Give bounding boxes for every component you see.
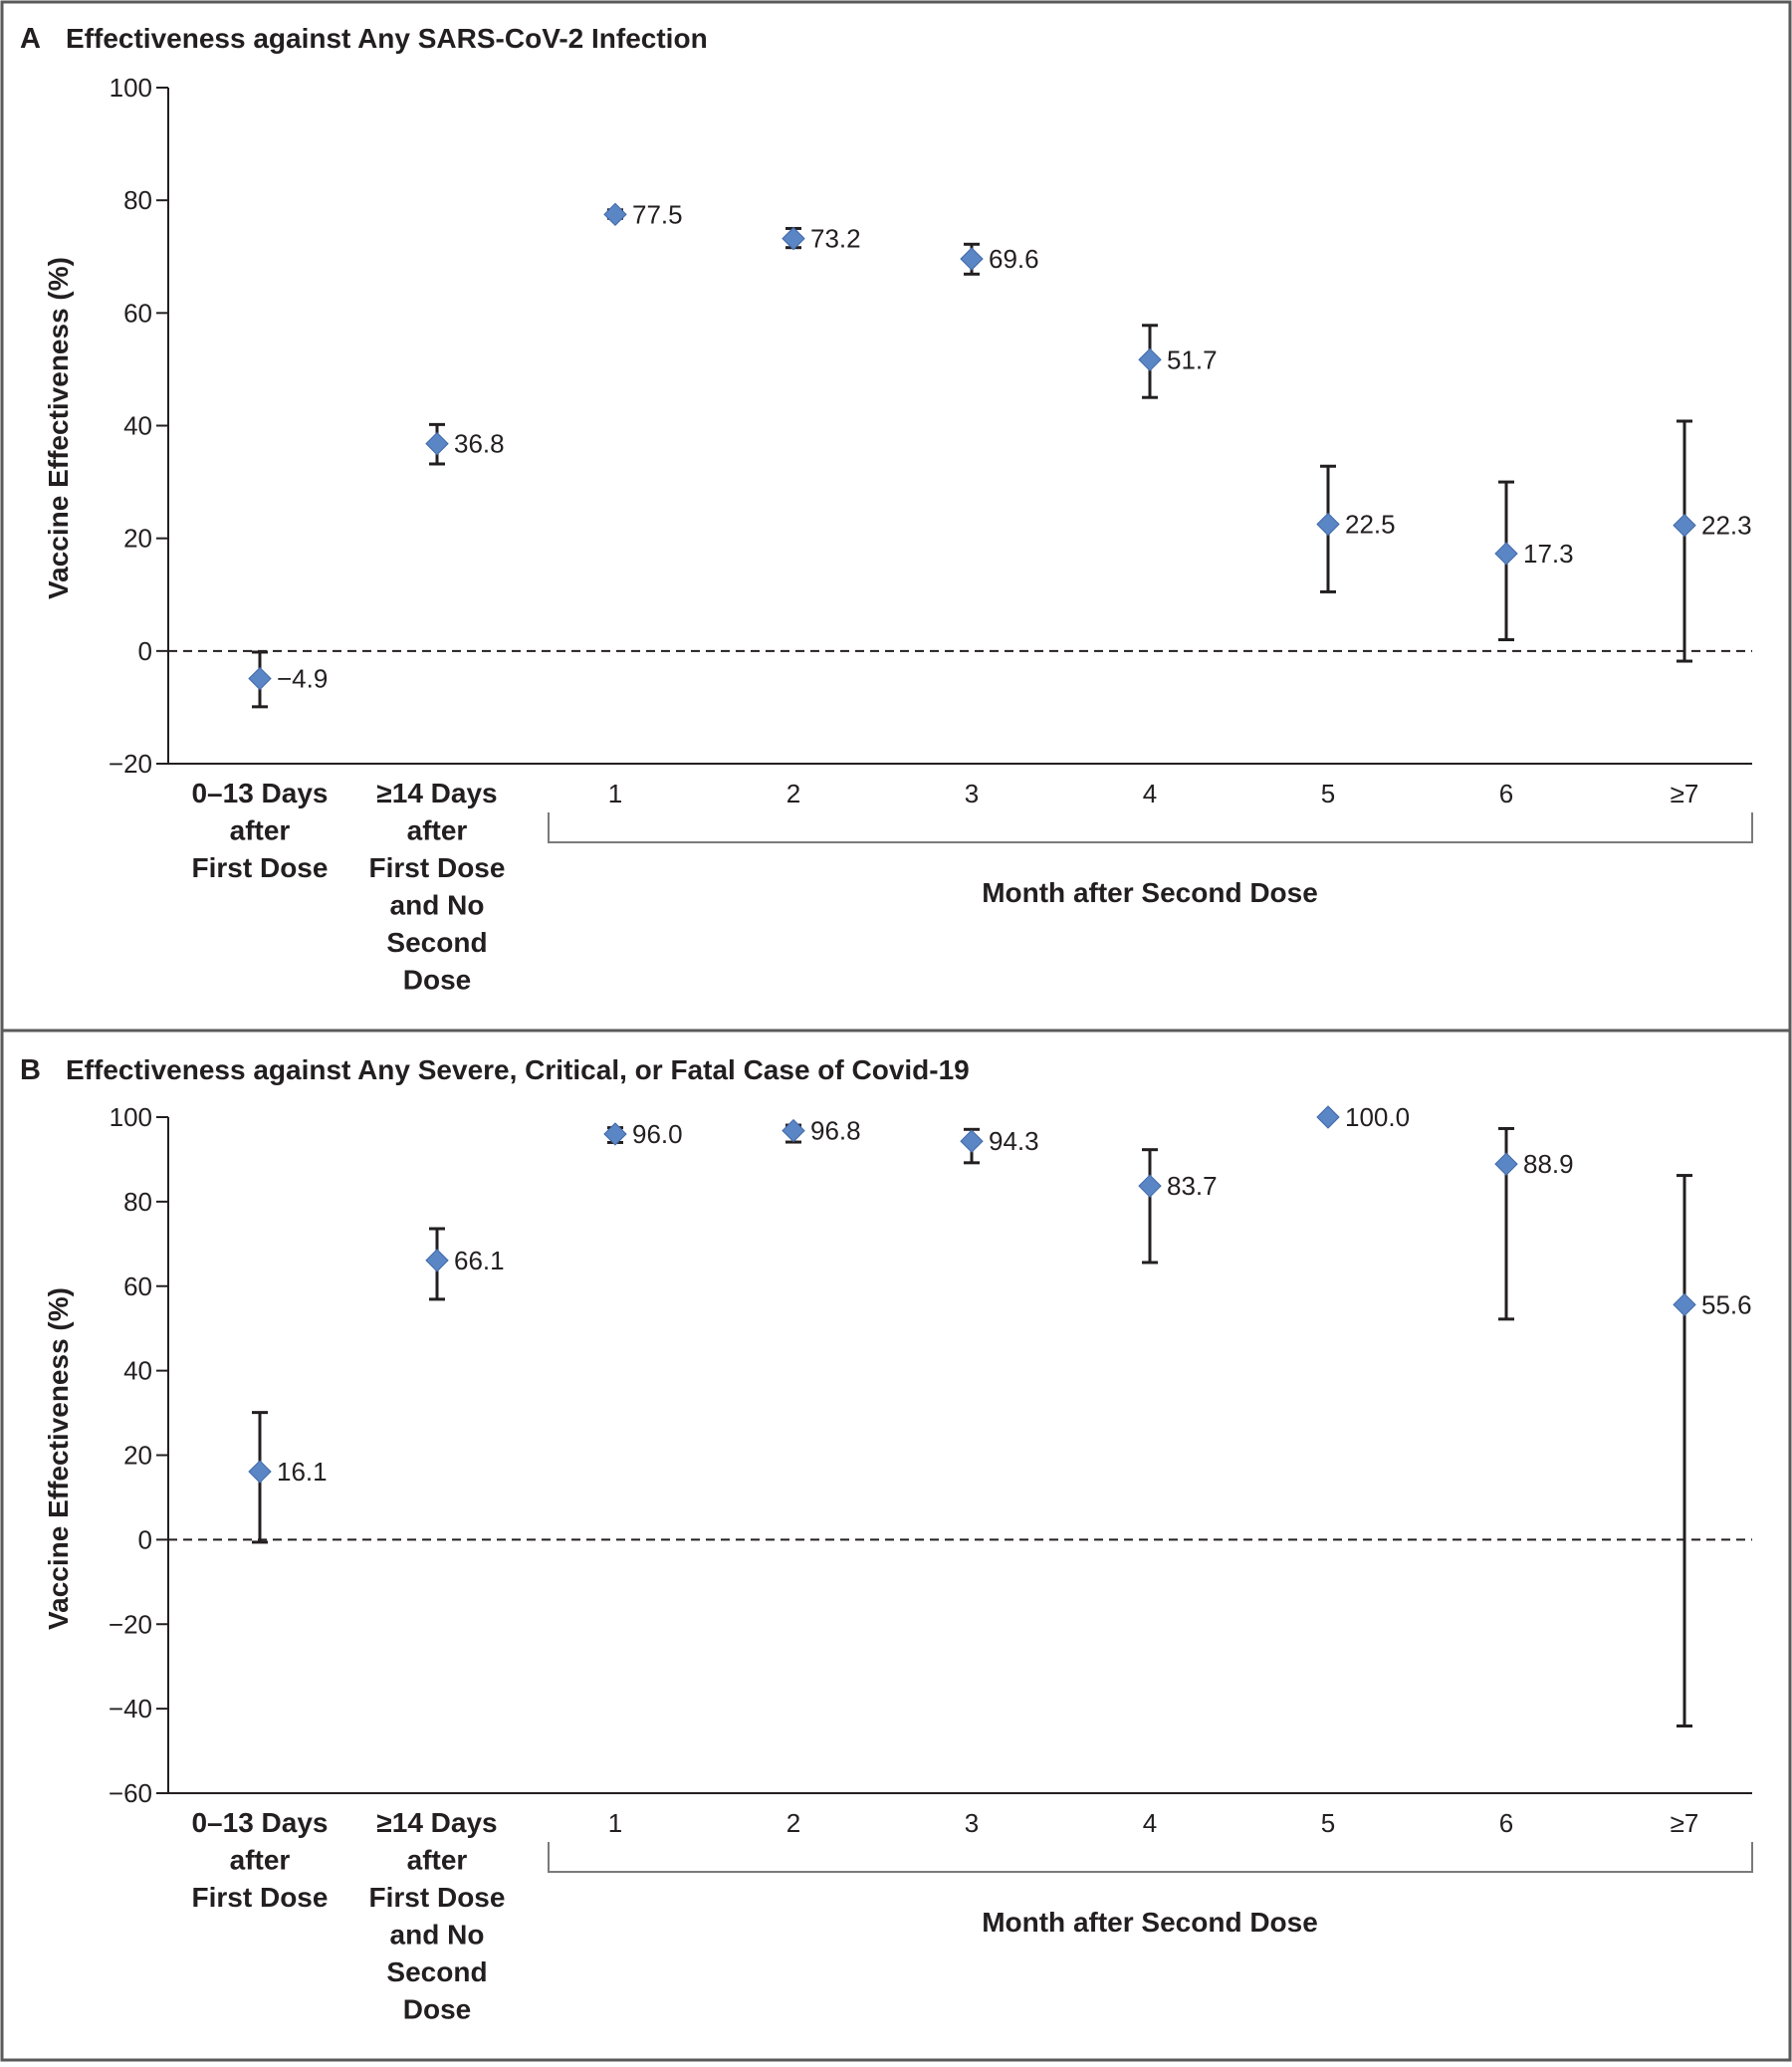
panel-b-month-label: 2 xyxy=(786,1808,800,1838)
panel-a-data-label: 36.8 xyxy=(454,429,505,459)
panel-a-month-bracket xyxy=(548,812,1753,843)
panel-b-month-label: 6 xyxy=(1499,1808,1513,1838)
panel-a-data-label: 22.3 xyxy=(1701,511,1752,541)
panel-a-letter: A xyxy=(20,23,41,55)
panel-b-y-tick-label: 0 xyxy=(138,1524,152,1554)
panel-b-data-point xyxy=(1316,1105,1340,1129)
panel-b-month-label: 4 xyxy=(1143,1808,1157,1838)
panel-b-letter: B xyxy=(20,1054,41,1086)
panel-b-month-label: 1 xyxy=(608,1808,622,1838)
panel-a-y-tick-label: 80 xyxy=(123,185,152,215)
panel-b-data-label: 55.6 xyxy=(1701,1289,1752,1319)
panel-a-month-label: 3 xyxy=(965,779,979,808)
panel-b-y-tick-label: 20 xyxy=(123,1441,152,1471)
panel-a-y-tick-label: 0 xyxy=(138,636,152,666)
panel-b-category-label: 0–13 Days after First Dose xyxy=(191,1807,328,1913)
panel-b-category-label: ≥14 Days after First Dose and No Second Dose xyxy=(369,1807,506,2025)
panel-b-plot: −60 −40 −20 0 20 40 60 80 100 0–13 Days after First… xyxy=(109,1102,1753,2025)
panel-a-y-tick-label: 100 xyxy=(110,73,152,103)
panel-a-month-label: 4 xyxy=(1143,779,1157,808)
panel-b-y-tick-label: 60 xyxy=(123,1271,152,1301)
panel-a-data-point xyxy=(960,247,984,271)
panel-b-data-label: 96.0 xyxy=(632,1119,683,1149)
panel-a-data-point xyxy=(1673,513,1696,538)
panel-a-data-label: 51.7 xyxy=(1167,344,1218,374)
panel-a-data-point xyxy=(1138,347,1162,372)
panel-a-data-label: 22.5 xyxy=(1345,510,1396,540)
panel-b-data-label: 88.9 xyxy=(1523,1149,1574,1179)
panel-a-month-label: 2 xyxy=(786,779,800,808)
panel-a-category-label: 0–13 Days after First Dose xyxy=(191,778,328,883)
panel-b-data-point xyxy=(1673,1292,1696,1317)
panel-a-y-tick-label: 40 xyxy=(123,411,152,441)
panel-b-data-label: 94.3 xyxy=(989,1126,1039,1156)
panel-a-data-point xyxy=(1494,542,1518,566)
panel-a-plot: −20 0 20 40 60 80 100 0–13 Days after First Dose ≥… xyxy=(109,73,1753,996)
panel-b-data-point xyxy=(1138,1174,1162,1198)
panel-a-data-point xyxy=(603,202,627,227)
panel-a-data-label: −4.9 xyxy=(277,664,328,694)
panel-b-y-tick-label: 40 xyxy=(123,1356,152,1386)
panel-a-title: Effectiveness against Any SARS-CoV-2 Inf… xyxy=(66,23,708,54)
panel-b: B Effectiveness against Any Severe, Crit… xyxy=(20,1054,1753,2025)
panel-b-data-label: 96.8 xyxy=(810,1116,861,1146)
panel-b-y-tick-label: −20 xyxy=(109,1609,152,1639)
panel-a: A Effectiveness against Any SARS-CoV-2 I… xyxy=(20,23,1753,996)
panel-b-data-label: 66.1 xyxy=(454,1246,505,1275)
panel-b-data-label: 100.0 xyxy=(1345,1102,1410,1132)
panel-b-month-label: 3 xyxy=(965,1808,979,1838)
panel-b-month-label: 5 xyxy=(1321,1808,1335,1838)
panel-b-y-tick-label: 100 xyxy=(110,1102,152,1132)
panel-b-month-bracket xyxy=(548,1842,1753,1873)
panel-a-data-label: 69.6 xyxy=(989,244,1039,274)
panel-a-month-label: 1 xyxy=(608,779,622,808)
panel-b-data-point xyxy=(782,1118,805,1143)
panel-b-data-point xyxy=(960,1129,984,1153)
panel-a-y-tick-label: 60 xyxy=(123,298,152,328)
panel-b-y-tick-label: −60 xyxy=(109,1778,152,1808)
panel-b-y-tick-label: 80 xyxy=(123,1187,152,1217)
panel-a-data-point xyxy=(782,226,805,251)
panel-a-group-label: Month after Second Dose xyxy=(982,877,1318,908)
panel-a-month-label: 5 xyxy=(1321,779,1335,808)
panel-b-data-point xyxy=(1494,1152,1518,1176)
panel-a-category-label: ≥14 Days after First Dose and No Second Dose xyxy=(369,778,506,996)
panel-b-group-label: Month after Second Dose xyxy=(982,1907,1318,1938)
panel-a-data-point xyxy=(248,666,272,691)
panel-a-month-label: ≥7 xyxy=(1671,779,1699,808)
panel-a-y-axis-label: Vaccine Effectiveness (%) xyxy=(43,257,74,599)
panel-b-month-label: ≥7 xyxy=(1671,1808,1699,1838)
panel-a-data-point xyxy=(425,431,449,456)
panel-a-data-label: 17.3 xyxy=(1523,539,1574,569)
panel-a-month-label: 6 xyxy=(1499,779,1513,808)
panel-b-data-label: 16.1 xyxy=(277,1457,328,1487)
panel-b-data-point xyxy=(425,1249,449,1272)
panel-a-y-tick-label: −20 xyxy=(109,749,152,779)
panel-b-y-axis-label: Vaccine Effectiveness (%) xyxy=(43,1287,74,1630)
panel-a-y-tick-label: 20 xyxy=(123,524,152,554)
panel-a-data-point xyxy=(1316,512,1340,537)
panel-a-data-label: 73.2 xyxy=(810,224,861,254)
panel-b-data-point xyxy=(603,1122,627,1146)
panel-a-data-label: 77.5 xyxy=(632,199,683,229)
panel-b-data-label: 83.7 xyxy=(1167,1171,1218,1201)
panel-b-title: Effectiveness against Any Severe, Critic… xyxy=(66,1054,970,1085)
panel-b-data-point xyxy=(248,1460,272,1484)
panel-b-y-tick-label: −40 xyxy=(109,1694,152,1723)
